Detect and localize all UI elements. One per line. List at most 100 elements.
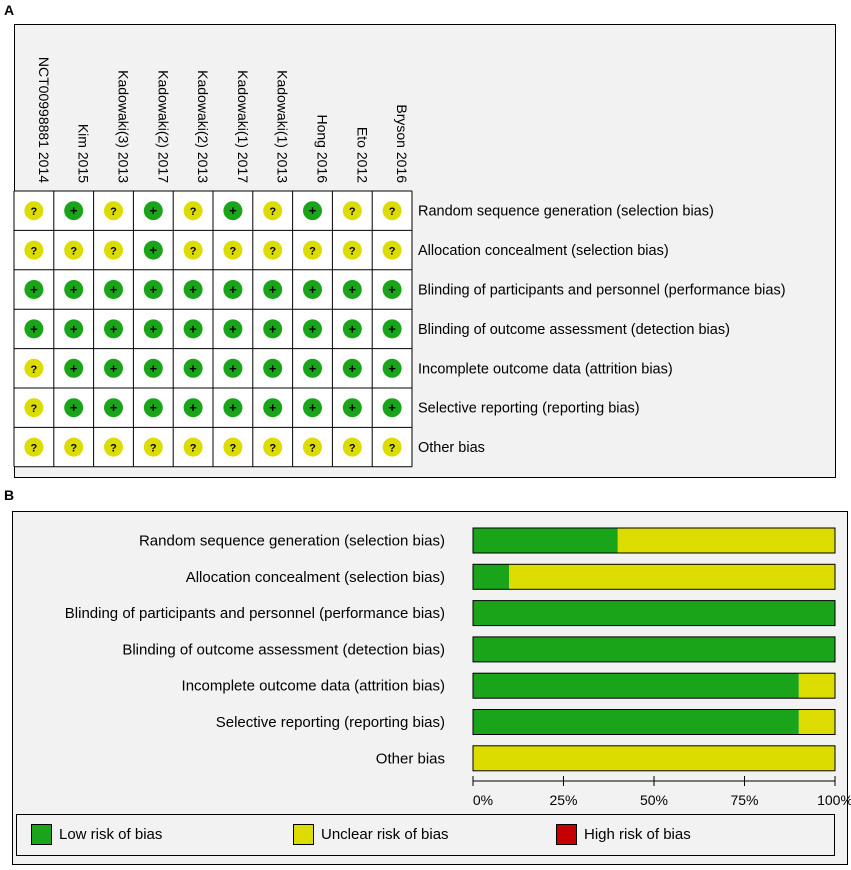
judgement-low: [183, 358, 203, 378]
judgement-symbol: +: [30, 321, 38, 336]
judgement-low: [104, 358, 123, 378]
judgement-unclear: [24, 358, 44, 378]
judgement-symbol: +: [309, 361, 317, 376]
judgement-low: [382, 319, 402, 339]
bar-outline: [472, 709, 836, 735]
judgement-low: [342, 319, 362, 339]
bar-outline: [472, 527, 836, 554]
study-label: Kadowaki(1) 2017: [235, 70, 251, 183]
judgement-symbol: +: [349, 282, 357, 297]
judgement-symbol: ?: [389, 246, 396, 258]
judgement-low: [143, 319, 163, 339]
study-label: Kim 2015: [76, 124, 92, 183]
judgement-low: [143, 280, 163, 299]
judgement-symbol: ?: [31, 443, 38, 455]
judgement-low: [303, 358, 322, 378]
judgement-low: [24, 319, 44, 339]
judgement-symbol: +: [349, 400, 357, 415]
judgement-symbol: ?: [110, 246, 117, 258]
judgement-symbol: +: [70, 361, 78, 376]
judgement-unclear: [64, 437, 84, 457]
judgement-low: [342, 358, 362, 378]
domain-label: Random sequence generation (selection bi…: [418, 204, 714, 220]
legend-swatch-unclear: [293, 824, 314, 845]
judgement-symbol: ?: [31, 364, 38, 376]
judgement-symbol: +: [189, 282, 197, 297]
judgement-symbol: ?: [389, 443, 396, 455]
judgement-low: [303, 280, 322, 299]
judgement-symbol: +: [229, 282, 237, 297]
domain-label: Other bias: [418, 440, 485, 456]
judgement-unclear: [104, 201, 123, 221]
judgement-symbol: ?: [31, 403, 38, 415]
judgement-low: [382, 280, 402, 299]
judgement-symbol: +: [189, 361, 197, 376]
judgement-symbol: +: [269, 400, 277, 415]
x-tick-label: 25%: [549, 792, 577, 808]
judgement-low: [382, 398, 402, 418]
bar-unclear: [617, 528, 835, 553]
judgement-low: [143, 201, 163, 221]
judgement-unclear: [342, 240, 362, 260]
judgement-unclear: [183, 201, 203, 221]
judgement-unclear: [24, 201, 44, 221]
study-label: Hong 2016: [315, 114, 331, 183]
judgement-low: [24, 280, 44, 299]
judgement-symbol: +: [388, 400, 396, 415]
judgement-unclear: [263, 437, 283, 457]
bar-category-label: Blinding of participants and personnel (…: [65, 605, 445, 622]
judgement-low: [382, 358, 402, 378]
judgement-unclear: [263, 240, 283, 260]
judgement-symbol: +: [110, 400, 118, 415]
legend-label-unclear: Unclear risk of bias: [321, 826, 449, 843]
judgement-low: [183, 398, 203, 418]
judgement-symbol: ?: [389, 206, 396, 218]
judgement-symbol: +: [189, 400, 197, 415]
study-label: Kadowaki(2) 2013: [195, 70, 211, 183]
judgement-symbol: ?: [70, 443, 77, 455]
judgement-symbol: ?: [31, 206, 38, 218]
judgement-symbol: +: [349, 321, 357, 336]
study-label: Eto 2012: [354, 127, 370, 183]
judgement-symbol: ?: [230, 443, 237, 455]
study-label: NCT00998881 2014: [36, 57, 52, 183]
judgement-unclear: [263, 201, 283, 221]
judgement-symbol: ?: [269, 246, 276, 258]
judgement-symbol: +: [110, 361, 118, 376]
judgement-low: [143, 398, 163, 418]
judgement-unclear: [382, 240, 402, 260]
legend-label-high: High risk of bias: [584, 826, 691, 843]
panel-a-label: A: [4, 2, 15, 18]
x-tick-label: 75%: [730, 792, 758, 808]
judgement-low: [223, 201, 243, 221]
bar-low: [473, 528, 618, 553]
legend-item-unclear: Unclear risk of bias: [293, 824, 449, 845]
judgement-symbol: +: [150, 203, 158, 218]
judgement-symbol: ?: [31, 246, 38, 258]
judgement-symbol: +: [229, 400, 237, 415]
judgement-symbol: ?: [190, 246, 197, 258]
bar-low: [473, 600, 835, 626]
judgement-low: [64, 358, 84, 378]
judgement-symbol: +: [309, 203, 317, 218]
judgement-low: [64, 201, 84, 221]
judgement-symbol: ?: [309, 443, 316, 455]
judgement-symbol: +: [150, 361, 158, 376]
judgement-symbol: +: [349, 361, 357, 376]
judgement-low: [263, 280, 283, 299]
bar-unclear: [509, 564, 835, 590]
judgement-symbol: ?: [269, 443, 276, 455]
study-label: Kadowaki(2) 2017: [155, 70, 171, 183]
bar-unclear: [798, 673, 835, 699]
legend-swatch-high: [556, 824, 577, 845]
bar-outline: [472, 600, 836, 627]
judgement-unclear: [64, 240, 84, 260]
judgement-low: [223, 358, 243, 378]
judgement-symbol: ?: [309, 246, 316, 258]
judgement-symbol: ?: [110, 443, 117, 455]
judgement-unclear: [183, 240, 203, 260]
judgement-low: [64, 398, 84, 418]
judgement-symbol: +: [229, 203, 237, 218]
judgement-symbol: +: [70, 400, 78, 415]
judgement-low: [64, 319, 84, 339]
